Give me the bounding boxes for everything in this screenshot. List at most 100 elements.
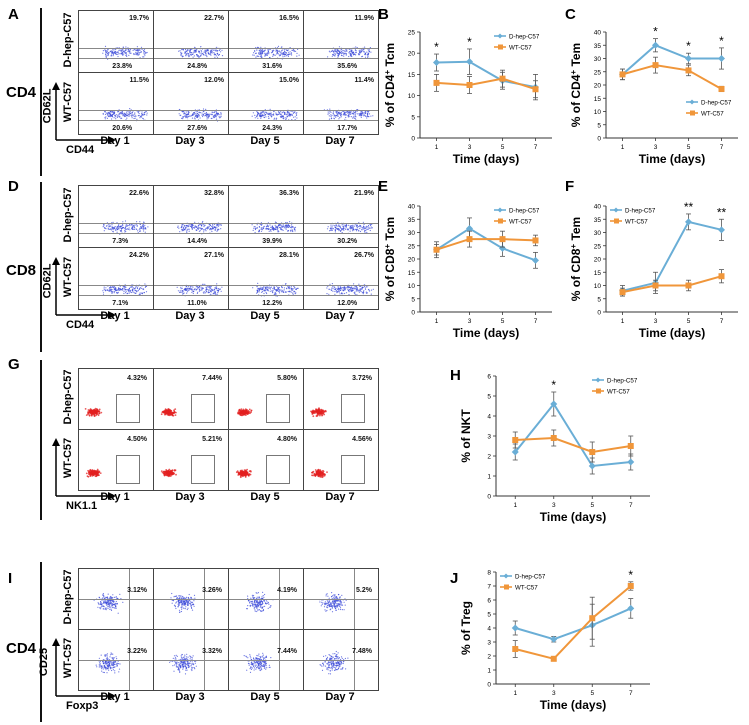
event-dot	[121, 117, 123, 119]
event-dot	[330, 117, 333, 119]
event-dot	[294, 227, 296, 229]
event-dot	[181, 605, 183, 607]
event-dot	[102, 608, 104, 610]
event-dot	[104, 116, 106, 119]
event-dot	[247, 605, 249, 607]
event-dot	[112, 55, 114, 57]
event-dot	[368, 51, 370, 53]
event-dot	[195, 50, 197, 52]
event-dot	[116, 597, 119, 599]
gate-line	[229, 57, 303, 59]
event-dot	[111, 605, 113, 607]
event-dot	[135, 54, 137, 56]
event-dot	[135, 286, 137, 288]
event-dot	[105, 52, 107, 54]
event-dot	[256, 224, 258, 226]
event-dot	[358, 290, 360, 292]
percent-lower: 20.6%	[112, 125, 133, 132]
event-dot	[178, 662, 180, 664]
event-dot	[174, 658, 176, 660]
event-dot	[183, 229, 185, 231]
event-dot	[245, 410, 247, 412]
event-dot	[332, 595, 334, 597]
event-dot	[345, 49, 347, 51]
event-dot	[325, 593, 327, 595]
event-dot	[366, 231, 368, 234]
event-dot	[368, 226, 370, 228]
event-dot	[293, 116, 295, 118]
event-dot	[275, 290, 277, 292]
event-dot	[187, 656, 189, 658]
event-dot	[348, 294, 350, 296]
percent-value: 4.32%	[127, 375, 147, 382]
event-dot	[361, 56, 363, 58]
event-dot	[334, 602, 336, 604]
event-dot	[106, 672, 108, 674]
event-dot	[136, 51, 138, 53]
event-dot	[106, 225, 108, 227]
event-dot	[179, 597, 181, 599]
event-dot	[193, 113, 195, 115]
event-dot	[331, 592, 333, 594]
event-dot	[212, 293, 214, 295]
event-dot	[144, 286, 146, 288]
panel-letter-f: F	[565, 178, 575, 195]
event-dot	[270, 605, 272, 607]
event-dot	[100, 654, 102, 656]
event-dot	[220, 224, 222, 226]
event-dot	[180, 286, 182, 288]
event-dot	[117, 116, 119, 118]
facs-plot: 4.19%	[228, 568, 304, 630]
event-dot	[196, 54, 198, 56]
event-dot	[173, 670, 175, 672]
event-dot	[260, 228, 262, 230]
event-dot	[343, 110, 345, 112]
percent-upper: 11.4%	[354, 77, 374, 84]
event-dot	[187, 287, 189, 289]
axis-arrows	[52, 82, 116, 144]
event-dot	[205, 52, 207, 55]
event-dot	[281, 49, 283, 51]
event-dot	[111, 111, 114, 113]
event-dot	[112, 231, 114, 233]
event-dot	[346, 50, 348, 52]
event-dot	[133, 48, 136, 50]
event-dot	[178, 50, 180, 52]
event-dot	[201, 48, 204, 50]
event-dot	[129, 291, 131, 293]
event-dot	[115, 596, 117, 598]
event-dot	[252, 54, 254, 56]
event-dot	[179, 231, 181, 233]
event-dot	[143, 113, 145, 115]
event-dot	[259, 287, 261, 289]
event-dot	[332, 54, 334, 56]
event-dot	[342, 290, 344, 292]
event-dot	[88, 414, 91, 417]
event-dot	[264, 602, 266, 604]
event-dot	[199, 52, 201, 54]
event-dot	[278, 113, 280, 115]
event-dot	[125, 49, 127, 51]
event-dot	[179, 667, 182, 669]
event-dot	[321, 414, 323, 417]
event-dot	[120, 229, 123, 231]
event-dot	[107, 52, 110, 54]
event-dot	[336, 52, 338, 54]
event-dot	[188, 228, 190, 230]
event-dot	[188, 662, 190, 664]
event-dot	[263, 292, 265, 295]
event-dot	[111, 653, 113, 655]
event-dot	[108, 659, 111, 661]
facs-plot: 5.2%	[303, 568, 379, 630]
event-dot	[211, 52, 213, 54]
event-dot	[256, 604, 258, 606]
event-dot	[89, 475, 92, 477]
event-dot	[178, 227, 180, 229]
event-dot	[104, 661, 107, 663]
event-dot	[312, 415, 315, 418]
event-dot	[98, 596, 101, 599]
event-dot	[192, 53, 194, 55]
event-dot	[125, 230, 127, 232]
event-dot	[194, 662, 196, 664]
event-dot	[290, 230, 292, 232]
